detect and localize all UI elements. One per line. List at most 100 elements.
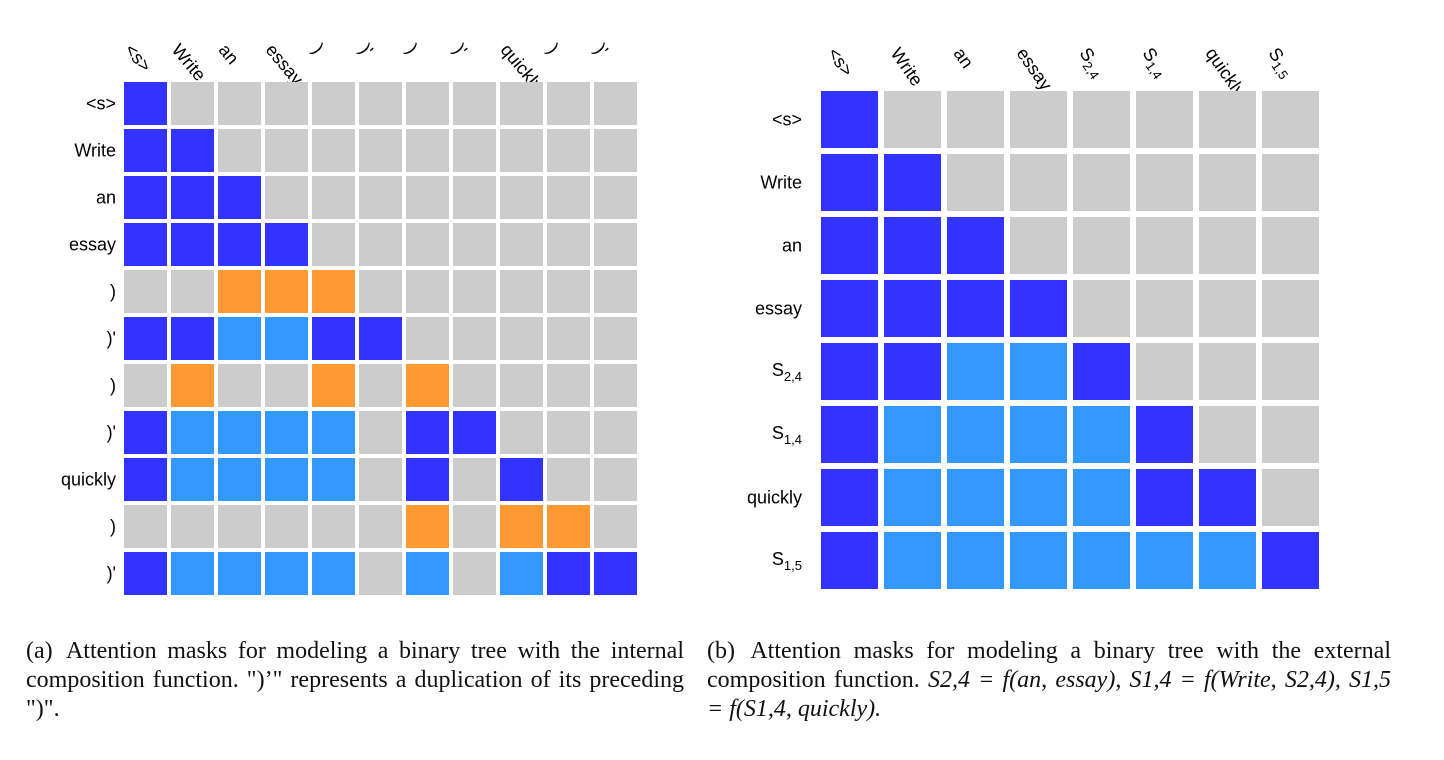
panel-a-cell-r10-c7 xyxy=(453,552,496,595)
panel-a-cell-r1-c1 xyxy=(171,129,214,172)
panel-a-col-label-5: )' xyxy=(355,40,377,61)
panel-a-cell-r4-c0 xyxy=(124,270,167,313)
panel-b-cell-r6-c2 xyxy=(947,469,1004,526)
panel-a-cell-r1-c3 xyxy=(265,129,308,172)
panel-a-cell-r2-c6 xyxy=(406,176,449,219)
panel-a-row-label-3: essay xyxy=(68,234,116,254)
caption-b-text: Attention masks for modeling a binary tr… xyxy=(707,638,1391,693)
caption-a: (a) Attention masks for modeling a binar… xyxy=(26,637,684,724)
panel-a-cell-r8-c2 xyxy=(218,458,261,501)
panel-a-cell-r2-c1 xyxy=(171,176,214,219)
panel-a-cell-r2-c7 xyxy=(453,176,496,219)
panel-b-cell-r7-c7 xyxy=(1262,532,1319,589)
panel-a-cell-r10-c3 xyxy=(265,552,308,595)
panel-b-cell-r2-c3 xyxy=(1010,217,1067,274)
panel-b-row-label-2: an xyxy=(781,235,802,255)
panel-a-cell-r7-c10 xyxy=(594,411,637,454)
panel-a-cell-r7-c9 xyxy=(547,411,590,454)
panel-a-cell-r8-c10 xyxy=(594,458,637,501)
panel-b-cell-r3-c7 xyxy=(1262,280,1319,337)
panel-b-cell-r5-c5 xyxy=(1136,406,1193,463)
panel-a-cell-r6-c6 xyxy=(406,364,449,407)
panel-a-cell-r10-c4 xyxy=(312,552,355,595)
panel-a-cell-r8-c5 xyxy=(359,458,402,501)
panel-b-cell-r0-c2 xyxy=(947,91,1004,148)
panel-b-cell-r2-c7 xyxy=(1262,217,1319,274)
panel-a-cell-r10-c10 xyxy=(594,552,637,595)
panel-b-cell-r4-c6 xyxy=(1199,343,1256,400)
panel-a-row-label-7: )' xyxy=(106,422,116,442)
panel-b-cell-r3-c3 xyxy=(1010,280,1067,337)
panel-b-cell-r4-c0 xyxy=(821,343,878,400)
panel-a-cell-r10-c0 xyxy=(124,552,167,595)
panel-b-cell-r1-c7 xyxy=(1262,154,1319,211)
panel-b-cell-r3-c4 xyxy=(1073,280,1130,337)
panel-a-cell-r9-c3 xyxy=(265,505,308,548)
panel-a-cell-r1-c2 xyxy=(218,129,261,172)
panel-a-cell-r0-c8 xyxy=(500,82,543,125)
panel-a-cell-r1-c8 xyxy=(500,129,543,172)
panel-a-cell-r0-c10 xyxy=(594,82,637,125)
panel-a-row-label-4: ) xyxy=(110,281,116,301)
panel-b-cell-r5-c0 xyxy=(821,406,878,463)
panel-b-cell-r7-c2 xyxy=(947,532,1004,589)
panel-b-cell-r7-c4 xyxy=(1073,532,1130,589)
panel-a-row-label-8: quickly xyxy=(60,469,116,489)
panel-a-cell-r3-c3 xyxy=(265,223,308,266)
panel-a-cell-r1-c7 xyxy=(453,129,496,172)
panel-a-cell-r6-c7 xyxy=(453,364,496,407)
panel-a-cell-r3-c4 xyxy=(312,223,355,266)
panel-b-cell-r4-c4 xyxy=(1073,343,1130,400)
panel-a-cell-r6-c10 xyxy=(594,364,637,407)
panel-a-cell-r1-c6 xyxy=(406,129,449,172)
panel-a-cell-r10-c2 xyxy=(218,552,261,595)
panel-a-cell-r10-c1 xyxy=(171,552,214,595)
panel-b-cell-r1-c0 xyxy=(821,154,878,211)
panel-a-cell-r4-c5 xyxy=(359,270,402,313)
panel-b-cell-r0-c3 xyxy=(1010,91,1067,148)
panel-b-cell-r0-c4 xyxy=(1073,91,1130,148)
caption-a-tag: (a) xyxy=(26,638,53,664)
panel-a-cell-r5-c0 xyxy=(124,317,167,360)
panel-a-cell-r1-c4 xyxy=(312,129,355,172)
panel-a-cell-r9-c5 xyxy=(359,505,402,548)
caption-a-text: Attention masks for modeling a binary tr… xyxy=(26,638,684,722)
panel-a-cell-r6-c3 xyxy=(265,364,308,407)
panel-a-cell-r3-c0 xyxy=(124,223,167,266)
panel-a-cell-r5-c9 xyxy=(547,317,590,360)
panel-b-cell-r2-c0 xyxy=(821,217,878,274)
panel-a-cell-r4-c4 xyxy=(312,270,355,313)
panel-b-cell-r7-c1 xyxy=(884,532,941,589)
panel-a-cell-r2-c3 xyxy=(265,176,308,219)
panel-a-cell-r10-c5 xyxy=(359,552,402,595)
panel-b-col-label-5: S1,4 xyxy=(1138,44,1165,83)
panel-b-cell-r2-c5 xyxy=(1136,217,1193,274)
panel-a-cell-r6-c1 xyxy=(171,364,214,407)
panel-a-cell-r5-c2 xyxy=(218,317,261,360)
panel-a-row-label-1: Write xyxy=(74,140,116,160)
panel-a-cell-r3-c5 xyxy=(359,223,402,266)
panel-a-cell-r5-c8 xyxy=(500,317,543,360)
panel-b-cell-r3-c0 xyxy=(821,280,878,337)
panel-b-row-label-0: <s> xyxy=(771,109,802,129)
panel-a-cell-r8-c9 xyxy=(547,458,590,501)
panel-a-cell-r2-c5 xyxy=(359,176,402,219)
panel-a-cell-r6-c4 xyxy=(312,364,355,407)
panel-a-cell-r0-c3 xyxy=(265,82,308,125)
panel-a-cell-r0-c7 xyxy=(453,82,496,125)
panel-a-cell-r1-c5 xyxy=(359,129,402,172)
panel-a-col-label-4: ) xyxy=(308,40,328,58)
panel-a-cell-r3-c9 xyxy=(547,223,590,266)
panel-b-cell-r1-c3 xyxy=(1010,154,1067,211)
panel-a-cell-r2-c4 xyxy=(312,176,355,219)
panel-a-cell-r4-c3 xyxy=(265,270,308,313)
panel-a-cell-r5-c4 xyxy=(312,317,355,360)
panel-a-cell-r9-c7 xyxy=(453,505,496,548)
panel-b-cell-r4-c1 xyxy=(884,343,941,400)
panel-b-col-label-2: an xyxy=(949,44,977,72)
panel-b-cell-r7-c5 xyxy=(1136,532,1193,589)
panel-a-cell-r9-c2 xyxy=(218,505,261,548)
panel-b-cell-r6-c3 xyxy=(1010,469,1067,526)
panel-a-cell-r6-c8 xyxy=(500,364,543,407)
panel-b-cell-r7-c3 xyxy=(1010,532,1067,589)
